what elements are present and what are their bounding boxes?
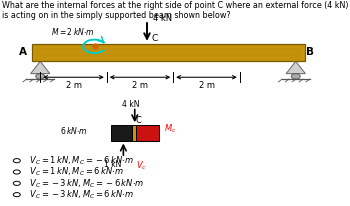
Circle shape bbox=[13, 170, 20, 174]
Text: 2 m: 2 m bbox=[198, 81, 215, 90]
Text: $\,V_{C}=-3\,kN, M_{C}=6\,kN{\cdot}m$: $\,V_{C}=-3\,kN, M_{C}=6\,kN{\cdot}m$ bbox=[28, 188, 134, 201]
Text: 2 m: 2 m bbox=[132, 81, 148, 90]
Circle shape bbox=[36, 74, 45, 79]
Bar bbox=[32, 44, 304, 61]
Text: $M = 2\,kN{\cdot}m$: $M = 2\,kN{\cdot}m$ bbox=[51, 26, 94, 37]
Circle shape bbox=[291, 74, 300, 79]
Text: $6\,kN{\cdot}m$: $6\,kN{\cdot}m$ bbox=[60, 125, 88, 136]
Text: $\,V_{C}=-3\,kN, M_{C}=-6\,kN{\cdot}m$: $\,V_{C}=-3\,kN, M_{C}=-6\,kN{\cdot}m$ bbox=[28, 177, 144, 190]
Circle shape bbox=[13, 193, 20, 197]
Text: $V_c$: $V_c$ bbox=[136, 159, 147, 172]
Text: A: A bbox=[19, 47, 27, 57]
Text: C: C bbox=[136, 116, 142, 124]
Text: B: B bbox=[306, 47, 314, 57]
Circle shape bbox=[13, 159, 20, 163]
Circle shape bbox=[13, 181, 20, 185]
Text: C: C bbox=[151, 34, 158, 43]
Text: 4 kN: 4 kN bbox=[153, 14, 173, 22]
Text: $M_c$: $M_c$ bbox=[164, 123, 176, 135]
Polygon shape bbox=[31, 61, 50, 74]
Text: $\,V_{C}=1\,kN, M_{C}=-6\,kN{\cdot}m$: $\,V_{C}=1\,kN, M_{C}=-6\,kN{\cdot}m$ bbox=[28, 154, 134, 167]
Text: 1 kN: 1 kN bbox=[104, 160, 122, 169]
Bar bbox=[136, 125, 159, 140]
Text: 2 m: 2 m bbox=[65, 81, 82, 90]
Text: What are the internal forces at the right side of point C where an external forc: What are the internal forces at the righ… bbox=[2, 1, 348, 20]
Bar bbox=[111, 125, 133, 140]
Text: $\,V_{C}=1\,kN, M_{C}=6\,kN{\cdot}m$: $\,V_{C}=1\,kN, M_{C}=6\,kN{\cdot}m$ bbox=[28, 166, 124, 178]
Polygon shape bbox=[286, 61, 305, 74]
Bar bbox=[132, 125, 138, 140]
Text: 4 kN: 4 kN bbox=[122, 100, 140, 109]
